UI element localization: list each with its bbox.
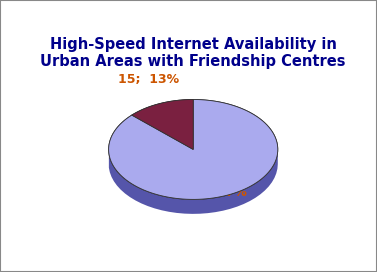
Polygon shape [109, 100, 278, 199]
Text: High-Speed Internet Availability in
Urban Areas with Friendship Centres: High-Speed Internet Availability in Urba… [40, 37, 346, 69]
Text: 15;  13%: 15; 13% [118, 73, 179, 86]
Text: 101;  87%: 101; 87% [177, 186, 247, 199]
Polygon shape [109, 100, 278, 199]
Polygon shape [109, 150, 278, 214]
Polygon shape [132, 100, 193, 149]
Polygon shape [132, 100, 193, 149]
